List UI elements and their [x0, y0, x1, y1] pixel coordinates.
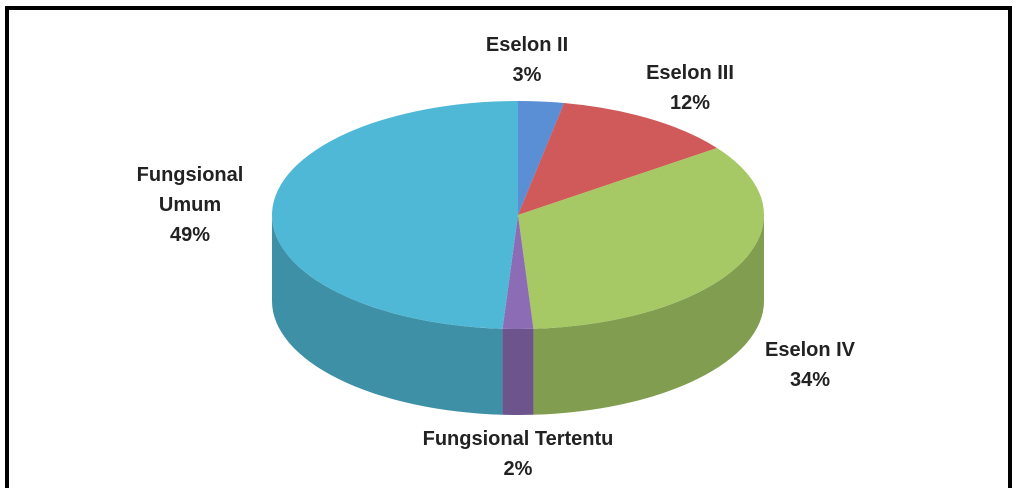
category-label: Fungsional Tertentu	[422, 428, 614, 450]
data-label: Fungsional Umum 49%	[125, 160, 255, 250]
data-label: Eselon IV 34%	[735, 335, 885, 395]
slice	[502, 215, 534, 330]
value-label: 3%	[512, 64, 542, 86]
slice-side	[502, 328, 534, 415]
data-label: Eselon II 3%	[452, 30, 602, 90]
value-label: 34%	[789, 369, 831, 391]
slice-side	[533, 215, 764, 415]
slice	[518, 101, 565, 215]
category-label: Fungsional Umum	[136, 164, 244, 216]
category-label: Eselon II	[485, 34, 569, 56]
slice	[518, 147, 764, 329]
category-label: Eselon III	[646, 62, 734, 84]
slice-side	[272, 215, 503, 415]
frame	[5, 6, 1012, 488]
value-label: 2%	[503, 458, 533, 480]
data-label: Eselon III 12%	[615, 58, 765, 118]
slice	[518, 103, 718, 215]
category-label: Eselon IV	[764, 339, 856, 361]
value-label: 12%	[669, 92, 711, 114]
data-label: Fungsional Tertentu 2%	[368, 424, 668, 484]
slice	[271, 101, 518, 329]
value-label: 49%	[169, 224, 211, 246]
